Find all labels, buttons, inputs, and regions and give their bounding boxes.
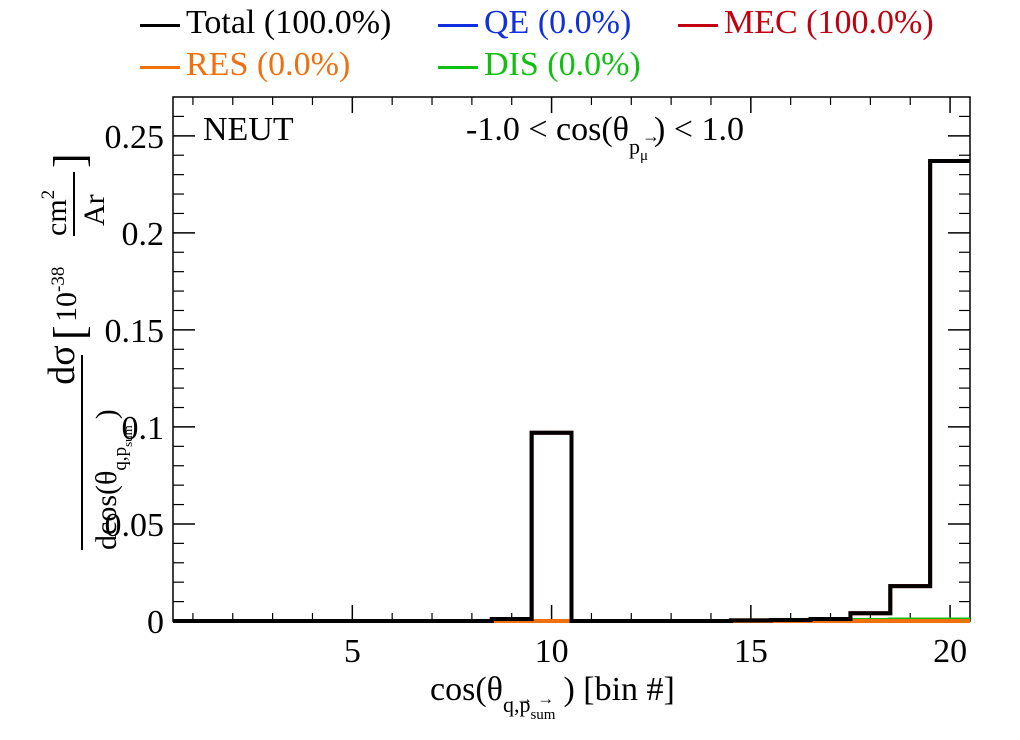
svg-text:10-38: 10-38 <box>48 267 83 322</box>
ylabel-den-subsub: sum <box>120 425 135 447</box>
legend-total: Total (100.0%) <box>140 6 391 40</box>
ylabel-unit-num-exp: 2 <box>38 190 59 200</box>
legend-res-swatch <box>140 65 180 69</box>
y-axis-label: dσ dcos(θq,psum) [ 10-38 cm2 Ar ] <box>38 153 135 550</box>
svg-text:-1.0 < cos(θpμ) < 1.0: -1.0 < cos(θpμ ) < 1.0 <box>466 111 744 164</box>
legend-mec-label: MEC (100.0%) <box>724 4 934 41</box>
y-tick-label: 0.15 <box>105 313 165 350</box>
x-axis-label: cos(θq,psum ) [bin #] → → <box>430 671 675 723</box>
xlabel-post: ) [bin #] <box>563 671 674 708</box>
legend-dis-label: DIS (0.0%) <box>484 46 641 83</box>
x-tick-label: 10 <box>535 633 569 670</box>
legend-dis-swatch <box>438 65 478 69</box>
axis-ticks <box>173 97 970 622</box>
cut-arrow: → <box>642 126 660 146</box>
ylabel-den-pre: dcos(θ <box>90 471 123 550</box>
ylabel-numerator: dσ <box>41 345 83 384</box>
y-tick-label: 0 <box>147 604 164 641</box>
series-total-step <box>173 159 970 623</box>
tick-labels: 5 10 15 20 0 0.05 0.1 0.15 0.2 0.25 <box>105 119 968 670</box>
ylabel-unit-num: cm <box>40 199 73 236</box>
svg-text:cos(θq,psum) [bin #]: cos(θq,psum ) [bin #] <box>430 671 675 723</box>
legend-total-label: Total (100.0%) <box>186 4 392 41</box>
xlabel-sub: q,p <box>503 692 531 717</box>
svg-text:cm2: cm2 <box>38 190 73 236</box>
y-tick-label: 0.05 <box>105 507 165 544</box>
ylabel-bracket-left: [ <box>45 325 94 340</box>
xlabel-arrows: → → <box>516 689 554 708</box>
xlabel-pre: cos(θ <box>430 671 503 708</box>
y-tick-label: 0.25 <box>105 119 165 156</box>
y-tick-label: 0.2 <box>122 216 165 253</box>
xlabel-subsub: sum <box>530 707 555 723</box>
y-tick-label: 0.1 <box>122 410 165 447</box>
ylabel-unit-exp: -38 <box>48 267 69 292</box>
legend-res: RES (0.0%) <box>140 48 350 82</box>
ylabel-den-post: ) <box>90 409 123 419</box>
cut-subsub: μ <box>640 148 648 164</box>
legend-res-label: RES (0.0%) <box>186 46 351 83</box>
x-tick-label: 20 <box>933 633 967 670</box>
cut-post: ) < 1.0 <box>654 111 744 148</box>
ylabel-unit-pre: 10 <box>50 292 83 322</box>
legend-mec: MEC (100.0%) <box>678 6 934 40</box>
angle-cut-label: -1.0 < cos(θpμ ) < 1.0 → <box>466 111 744 164</box>
series-layer <box>173 159 970 623</box>
ylabel-unit-den: Ar <box>78 194 111 226</box>
x-tick-label: 5 <box>344 633 361 670</box>
generator-label: NEUT <box>203 111 294 148</box>
legend-mec-swatch <box>678 23 718 27</box>
legend-qe-label: QE (0.0%) <box>484 4 632 41</box>
x-tick-label: 15 <box>734 633 768 670</box>
ylabel-den-sub: q,p <box>110 447 131 471</box>
legend-qe: QE (0.0%) <box>438 6 631 40</box>
legend-total-swatch <box>140 23 180 27</box>
cut-pre: -1.0 < cos(θ <box>466 111 629 148</box>
svg-text:dcos(θq,psum): dcos(θq,psum) <box>90 409 135 550</box>
legend-qe-swatch <box>438 23 478 27</box>
legend-dis: DIS (0.0%) <box>438 48 641 82</box>
ylabel-bracket-right: ] <box>45 153 94 168</box>
cut-sub: p <box>629 134 640 159</box>
